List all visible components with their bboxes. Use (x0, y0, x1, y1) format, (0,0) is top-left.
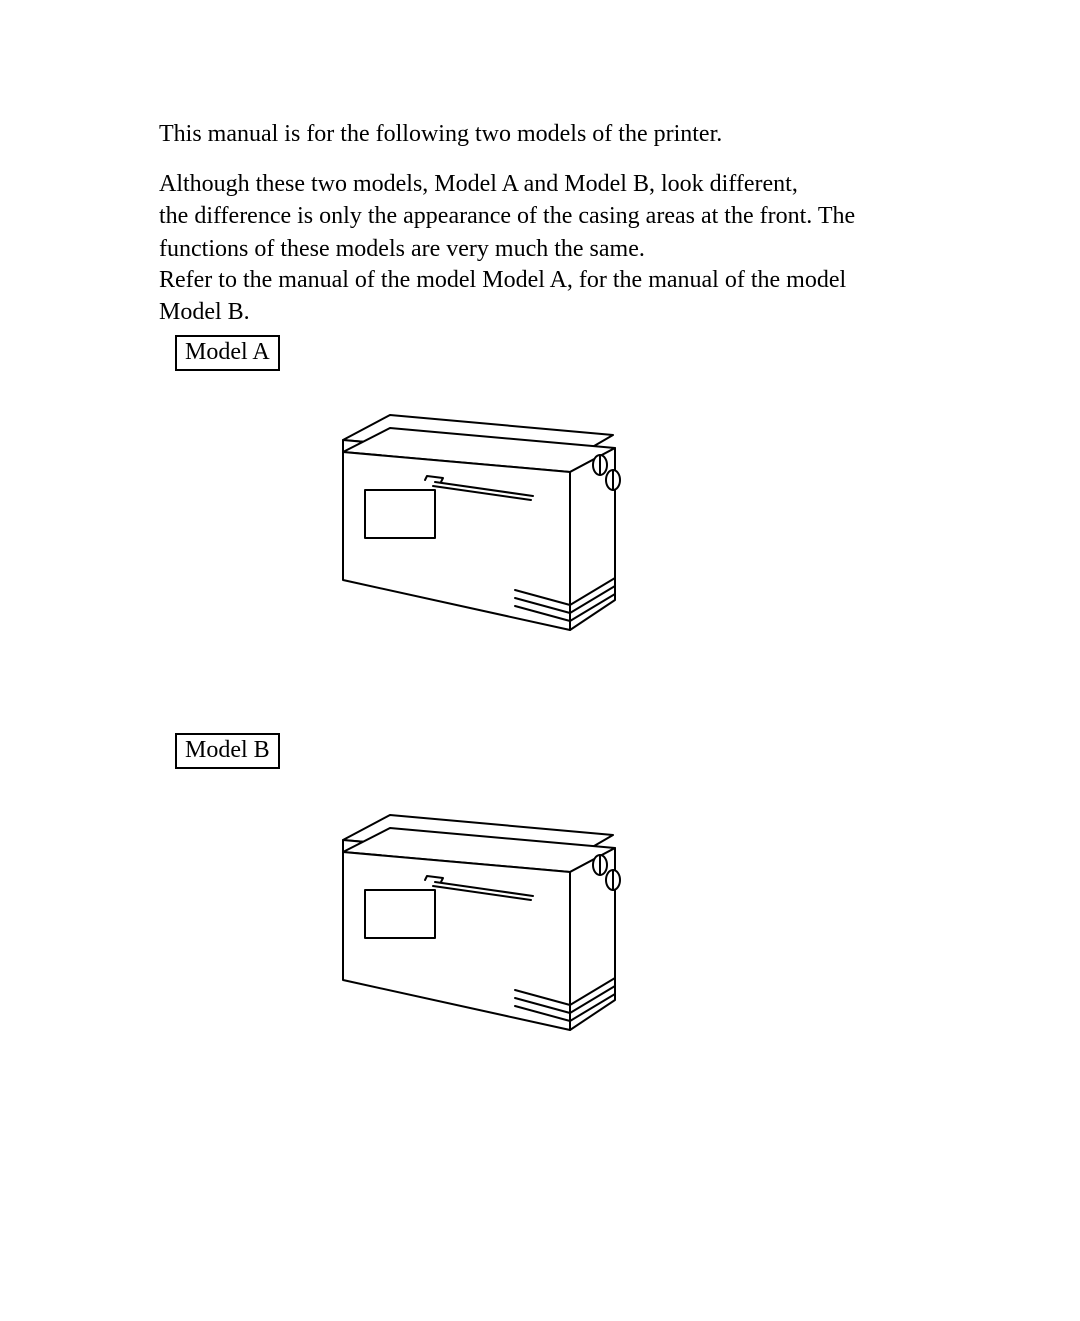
paragraph-2: Although these two models, Model A and M… (159, 168, 855, 265)
figure-model-b (315, 800, 645, 1050)
paragraph-3: Refer to the manual of the model Model A… (159, 264, 846, 329)
paragraph-1: This manual is for the following two mod… (159, 118, 722, 150)
document-page: This manual is for the following two mod… (0, 0, 1080, 1321)
figure-model-a (315, 400, 645, 650)
label-model-b: Model B (175, 733, 280, 769)
label-model-a: Model A (175, 335, 280, 371)
